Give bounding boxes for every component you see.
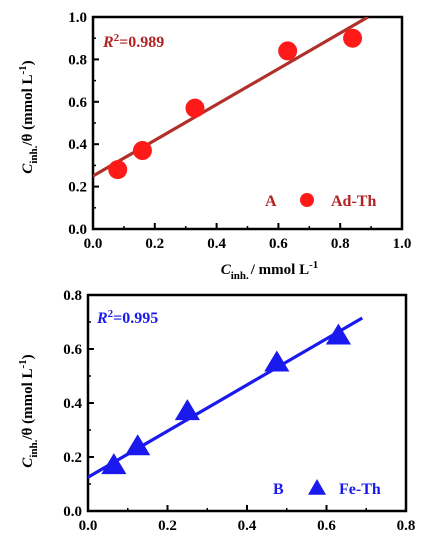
- x-tick-label: 1.0: [393, 236, 412, 252]
- data-point: [132, 141, 152, 161]
- data-point: [108, 160, 128, 180]
- panel-label: A: [265, 193, 277, 210]
- plot-frame: [86, 293, 408, 513]
- x-axis-label: Cinh. / mmol L-1: [221, 259, 319, 282]
- x-tick-label: 0.2: [145, 236, 164, 252]
- legend-marker: [300, 193, 314, 207]
- x-tick-label: 0.2: [158, 518, 177, 534]
- y-tick-label: 0.0: [63, 504, 82, 520]
- y-tick-label: 0.4: [68, 137, 87, 153]
- y-tick-label: 0.2: [63, 450, 82, 466]
- x-tick-label: 0.0: [84, 236, 103, 252]
- data-point: [278, 41, 298, 61]
- x-tick-label: 0.8: [331, 236, 350, 252]
- y-tick-label: 0.6: [68, 95, 87, 111]
- y-tick-label: 0.4: [63, 396, 82, 412]
- x-tick-label: 0.0: [79, 518, 98, 534]
- legend-series-label: Fe-Th: [339, 481, 381, 498]
- data-point: [264, 350, 290, 372]
- y-axis-label: Cinh./θ (mmol L-1): [17, 60, 40, 173]
- data-point: [174, 399, 200, 421]
- data-point: [325, 323, 352, 345]
- x-tick-label: 0.6: [317, 518, 336, 534]
- y-tick-label: 0.8: [63, 288, 82, 304]
- y-tick-label: 0.8: [68, 52, 87, 68]
- chart-panel-B: 0.0 0.2 0.4 0.6 0.8 0.0 0.2 0.4 0.6 0.8 R2=0.995 B F…: [17, 288, 415, 534]
- r-squared-annotation: R2=0.995: [96, 308, 158, 327]
- chart-panel-A: 0.0 0.2 0.4 0.6 0.8 1.0 0.0 0.2 0.4 0.6 0.8 1.0 R2=0…: [17, 10, 411, 282]
- y-tick-label: 1.0: [68, 10, 87, 26]
- legend-marker: [308, 479, 326, 495]
- x-tick-label: 0.6: [269, 236, 288, 252]
- x-tick-label: 0.4: [238, 518, 257, 534]
- x-tick-label: 0.8: [397, 518, 416, 534]
- data-point: [185, 98, 205, 118]
- y-axis-label: Cinh./θ (mmol L-1): [17, 354, 40, 467]
- panel-label: B: [273, 481, 284, 498]
- y-tick-label: 0.0: [68, 222, 87, 238]
- y-tick-label: 0.6: [63, 342, 82, 358]
- data-point: [343, 28, 363, 48]
- legend-series-label: Ad-Th: [331, 193, 376, 210]
- r-squared-annotation: R2=0.989: [102, 32, 164, 51]
- x-tick-label: 0.4: [207, 236, 226, 252]
- data-point: [101, 453, 127, 475]
- data-point: [125, 434, 151, 456]
- y-tick-label: 0.2: [68, 180, 87, 196]
